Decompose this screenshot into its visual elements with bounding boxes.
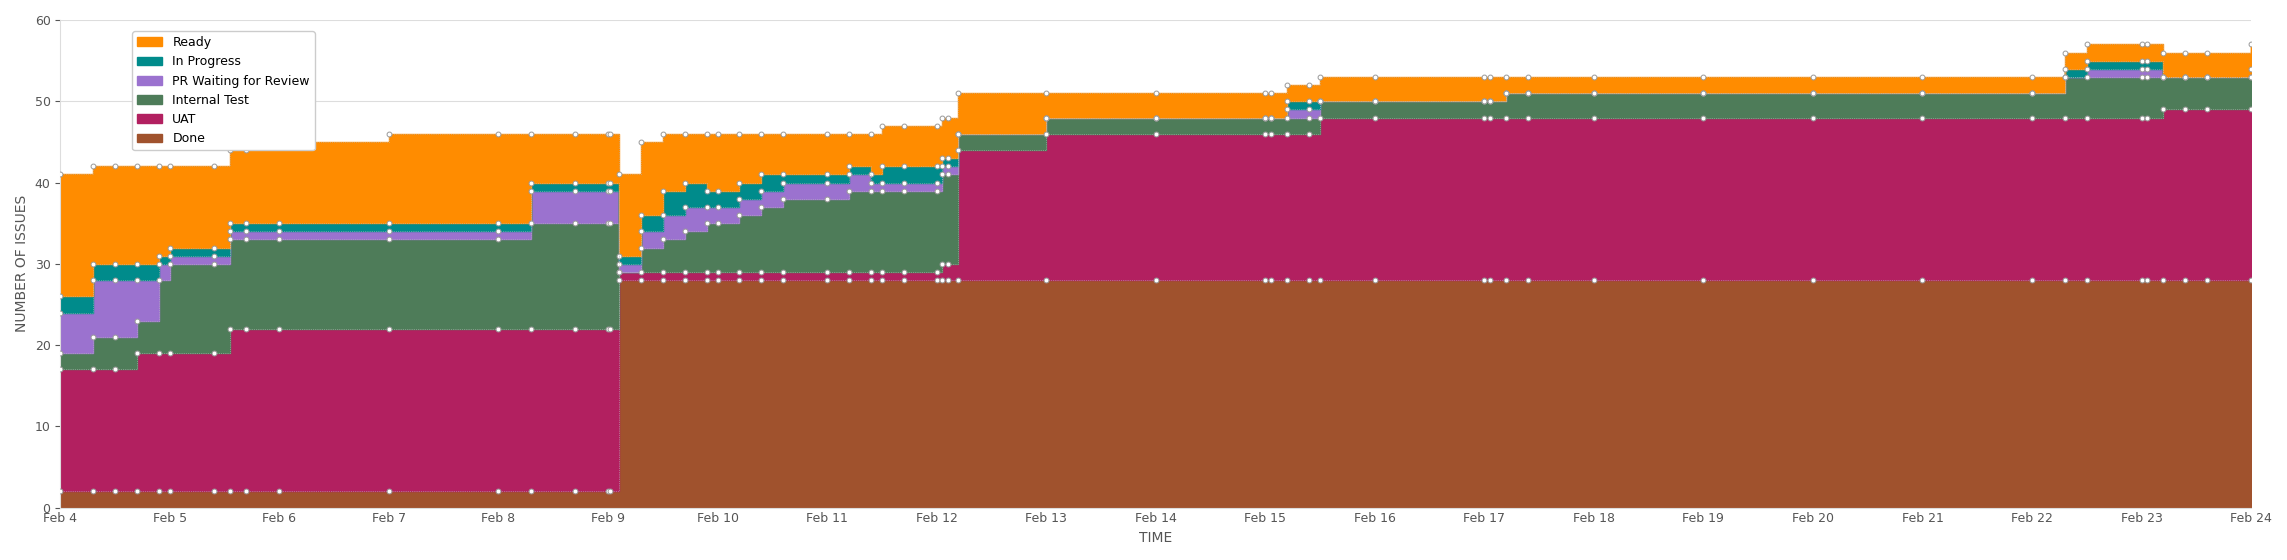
- X-axis label: TIME: TIME: [1139, 531, 1173, 545]
- Legend: Ready, In Progress, PR Waiting for Review, Internal Test, UAT, Done: Ready, In Progress, PR Waiting for Revie…: [133, 31, 316, 151]
- Y-axis label: NUMBER OF ISSUES: NUMBER OF ISSUES: [16, 195, 30, 333]
